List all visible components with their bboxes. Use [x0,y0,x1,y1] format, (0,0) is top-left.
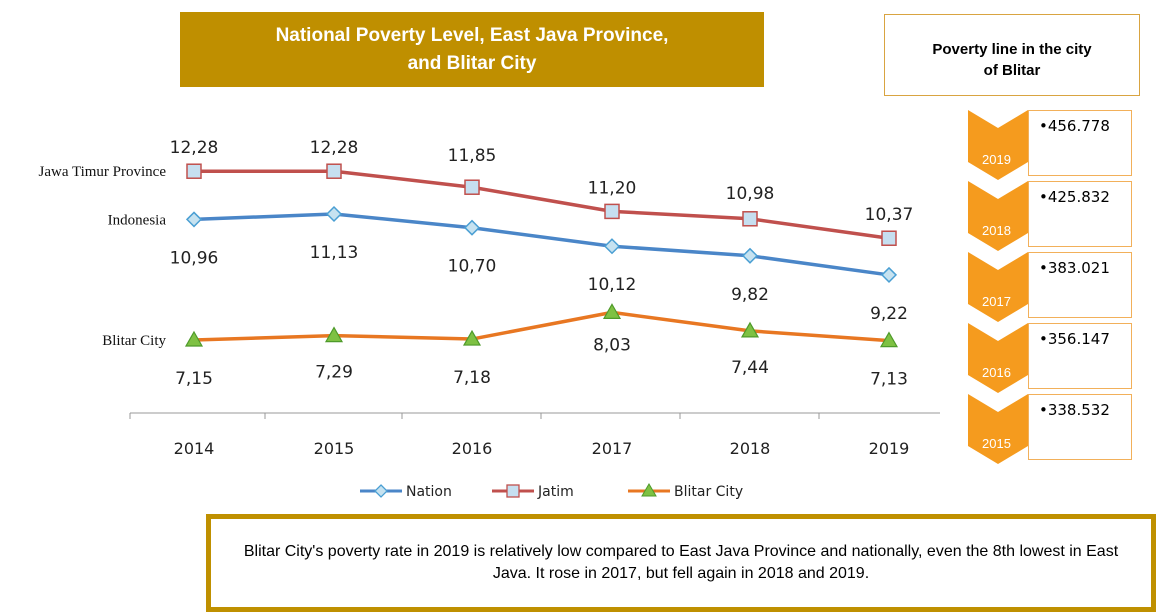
legend-label: Blitar City [674,484,743,500]
data-point-marker [881,230,897,246]
chart-title-line1: National Poverty Level, East Java Provin… [275,24,669,46]
poverty-line-title-box: Poverty line in the city of Blitar [884,14,1140,96]
poverty-line-year: 2015 [982,436,1011,451]
data-label: 8,03 [593,335,631,355]
poverty-line-item: 2019 •456.778 [968,110,1159,180]
data-point-marker [603,238,621,255]
legend-label: Jatim [537,484,574,500]
x-tick-label: 2019 [869,439,910,458]
chevron-icon [968,110,1028,180]
data-label: 7,44 [731,358,769,378]
poverty-line-value-box: •456.778 [1028,110,1132,176]
chevron-icon [968,323,1028,393]
note-text: Blitar City's poverty rate in 2019 is re… [243,543,1119,582]
data-point-marker [880,266,898,283]
series-label: Indonesia [108,212,167,228]
data-label: 12,28 [310,138,359,158]
data-point-marker [325,205,343,223]
poverty-line-title-line1: Poverty line in the city [932,41,1092,58]
legend-marker [641,483,657,497]
poverty-line-value: •383.021 [1039,259,1110,277]
series-label: Jawa Timur Province [39,164,167,180]
series-line-jatim [194,169,890,240]
data-point-marker [464,179,480,195]
poverty-line-title: Poverty line in the city of Blitar [932,29,1091,81]
data-label: 10,37 [865,205,914,225]
data-point-marker [324,326,344,343]
data-point-marker [186,163,202,179]
data-point-marker [463,219,481,236]
data-point-marker [326,163,342,179]
data-label: 7,13 [870,370,908,390]
chevron-icon [968,181,1028,251]
chevron-shape [968,181,1028,251]
poverty-line-value-box: •425.832 [1028,181,1132,247]
x-tick-label: 2016 [452,439,493,458]
x-tick-label: 2017 [592,439,633,458]
data-point-marker [184,330,204,347]
chart-title-line2: and Blitar City [407,52,537,74]
chart-title: National Poverty Level, East Java Provin… [180,12,764,87]
data-label: 9,82 [731,285,769,305]
legend-label: Nation [406,484,452,500]
poverty-line-value: •425.832 [1039,188,1110,206]
legend-marker [506,484,520,498]
data-label: 7,29 [315,363,353,383]
poverty-line-year: 2018 [982,223,1011,238]
x-tick-label: 2015 [314,439,355,458]
data-point-marker [602,303,622,319]
data-point-marker [604,203,620,220]
data-point-marker [462,329,482,346]
poverty-line-value-box: •356.147 [1028,323,1132,389]
data-label: 11,13 [310,243,359,263]
data-point-marker [740,321,760,338]
poverty-line-item: 2017 •383.021 [968,252,1159,322]
data-point-marker [879,331,899,348]
poverty-line-year: 2016 [982,365,1011,380]
data-point-marker [742,211,758,227]
chevron-shape [968,323,1028,393]
data-label: 11,85 [448,146,497,166]
x-tick-label: 2018 [730,439,771,458]
data-point-marker [185,211,203,228]
series-line-nation [193,212,890,277]
data-label: 9,22 [870,304,908,324]
chevron-shape [968,252,1028,322]
data-label: 10,70 [448,257,497,277]
chevron-icon [968,394,1028,464]
data-label: 10,12 [588,275,637,295]
data-label: 10,98 [726,184,775,204]
poverty-line-value: •456.778 [1039,117,1110,135]
chevron-icon [968,252,1028,322]
poverty-line-item: 2018 •425.832 [968,181,1159,251]
chevron-shape [968,394,1028,464]
poverty-line-year: 2019 [982,152,1011,167]
poverty-line-item: 2016 •356.147 [968,323,1159,393]
poverty-line-value: •338.532 [1039,401,1110,419]
data-label: 7,18 [453,368,491,388]
series-line-blitar-city [193,310,890,343]
poverty-line-value-box: •338.532 [1028,394,1132,460]
note-box: Blitar City's poverty rate in 2019 is re… [206,514,1156,612]
poverty-line-year: 2017 [982,294,1011,309]
series-label: Blitar City [102,333,166,349]
data-point-marker [741,247,759,264]
chevron-shape [968,110,1028,180]
poverty-line-title-line2: of Blitar [983,62,1041,79]
data-label: 7,15 [175,369,213,389]
line-chart: 2014 2015 2016 2017 2018 2019 10,96 11,13 10,70 1… [39,138,940,500]
data-label: 12,28 [170,138,219,158]
poverty-line-value-box: •383.021 [1028,252,1132,318]
poverty-line-value: •356.147 [1039,330,1110,348]
data-label: 10,96 [170,248,219,268]
poverty-line-item: 2015 •338.532 [968,394,1159,464]
legend-marker [374,484,388,498]
data-label: 11,20 [588,178,637,198]
x-tick-label: 2014 [174,439,215,458]
